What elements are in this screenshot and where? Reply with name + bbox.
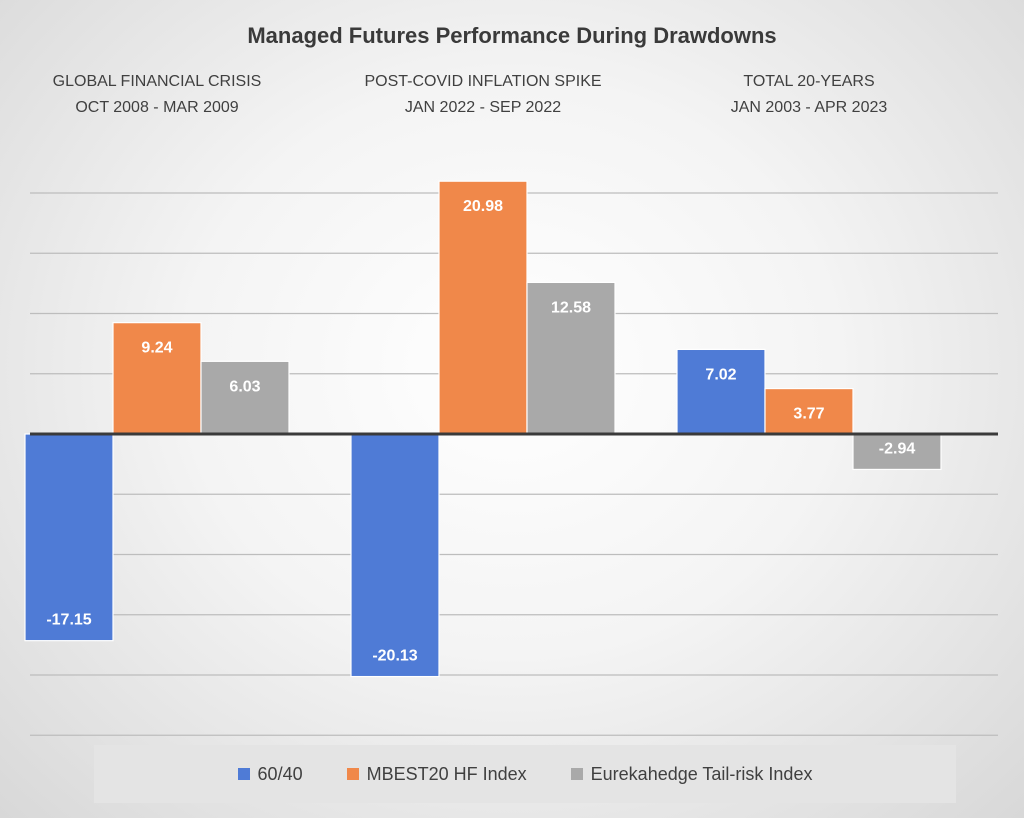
group-label-2-line2: JAN 2022 - SEP 2022 <box>405 99 561 116</box>
bar-60-40-group-2 <box>350 433 440 678</box>
data-label-60-40-group-1: -17.15 <box>46 612 91 629</box>
legend: 60/40 MBEST20 HF Index Eurekahedge Tail-… <box>94 745 956 803</box>
bar-mbest20-hf-index-group-2 <box>438 180 528 435</box>
legend-label-eurekahedge: Eurekahedge Tail-risk Index <box>590 763 813 784</box>
data-label-60-40-group-2: -20.13 <box>372 648 417 665</box>
bar-eurekahedge-tail-risk-index-group-1 <box>200 360 290 435</box>
data-label-mbest20-hf-index-group-1: 9.24 <box>141 340 172 357</box>
group-label-1-line2: OCT 2008 - MAR 2009 <box>75 99 238 116</box>
group-label-3-line2: JAN 2003 - APR 2023 <box>731 99 888 116</box>
data-label-mbest20-hf-index-group-3: 3.77 <box>793 406 824 423</box>
bar-60-40-group-1 <box>24 433 114 642</box>
group-label-1-line1: GLOBAL FINANCIAL CRISIS <box>53 73 262 90</box>
legend-item-60-40: 60/40 <box>237 763 303 785</box>
bar-eurekahedge-tail-risk-index-group-3 <box>852 433 942 471</box>
data-label-mbest20-hf-index-group-2: 20.98 <box>463 198 503 215</box>
data-label-eurekahedge-tail-risk-index-group-3: -2.94 <box>879 440 916 457</box>
group-label-3-line1: TOTAL 20-YEARS <box>743 73 874 90</box>
bar-60-40-group-3 <box>676 348 766 435</box>
data-label-60-40-group-3: 7.02 <box>705 366 736 383</box>
legend-item-mbest20: MBEST20 HF Index <box>346 763 527 785</box>
data-label-eurekahedge-tail-risk-index-group-1: 6.03 <box>229 378 260 395</box>
legend-swatch-60-40 <box>237 768 250 780</box>
legend-label-mbest20: MBEST20 HF Index <box>366 763 527 784</box>
legend-item-eurekahedge: Eurekahedge Tail-risk Index <box>570 763 813 785</box>
legend-swatch-eurekahedge <box>570 768 583 780</box>
group-labels: GLOBAL FINANCIAL CRISIS OCT 2008 - MAR 20… <box>53 73 888 116</box>
bars <box>24 180 942 678</box>
legend-label-60-40: 60/40 <box>257 763 303 784</box>
group-label-2-line1: POST-COVID INFLATION SPIKE <box>364 73 601 90</box>
chart-title: Managed Futures Performance During Drawd… <box>247 23 776 48</box>
data-labels: -17.15 -20.13 7.02 9.24 20.98 3.77 6.03 12.58 -2… <box>46 198 915 664</box>
data-label-eurekahedge-tail-risk-index-group-2: 12.58 <box>551 299 591 316</box>
legend-swatch-mbest20 <box>346 768 359 780</box>
